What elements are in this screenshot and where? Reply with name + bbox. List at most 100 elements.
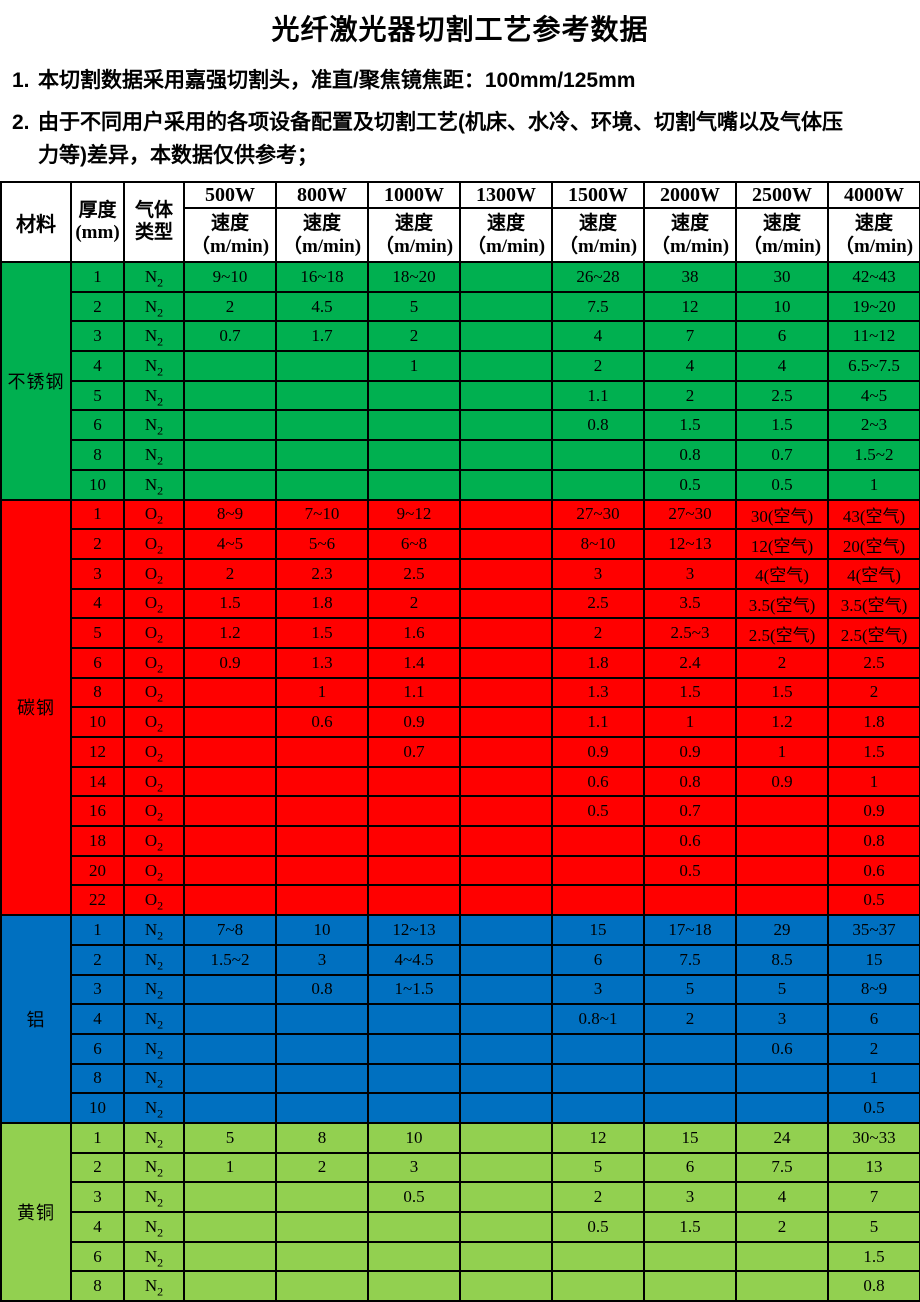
speed-value-cell: 4 xyxy=(643,350,737,382)
thickness-cell: 8 xyxy=(70,676,125,709)
speed-value-cell: 1.5 xyxy=(643,676,737,709)
speed-value-cell xyxy=(643,1062,737,1095)
speed-unit: （m/min) xyxy=(834,236,914,257)
speed-value-cell xyxy=(275,1003,369,1035)
gas-symbol: N xyxy=(144,919,158,939)
speed-value-cell: 10 xyxy=(367,1121,461,1154)
material-cell: 碳钢 xyxy=(0,498,72,917)
thickness-cell: 8 xyxy=(70,1062,125,1095)
speed-value-cell: 0.8 xyxy=(827,825,920,857)
speed-value-cell: 8~9 xyxy=(827,973,920,1006)
speed-value-cell xyxy=(275,379,369,412)
speed-label: 速度 xyxy=(578,213,617,234)
gas-subscript: 2 xyxy=(157,275,164,290)
speed-value-cell xyxy=(183,1270,277,1302)
speed-value-cell xyxy=(735,825,829,857)
header-row-speed: 速度 （m/min) 速度 （m/min) 速度 （m/min) 速度 （m/min) 速度 （m… xyxy=(1,207,920,263)
speed-value-cell: 12(空气) xyxy=(735,528,829,560)
thickness-cell: 4 xyxy=(70,1003,125,1035)
thickness-cell: 2 xyxy=(70,528,125,560)
power-header: 1000W xyxy=(367,181,461,209)
table-row: 3 O2 2 2.3 2.5 3 3 4(空气) 4(空气) xyxy=(1,557,920,590)
speed-value-cell: 1.6 xyxy=(367,617,461,649)
table-row: 10 N2 0.5 0.5 1 xyxy=(1,468,920,501)
speed-value-cell: 0.9 xyxy=(827,795,920,828)
speed-value-cell: 35~37 xyxy=(827,914,920,946)
speed-value-cell xyxy=(459,617,553,649)
gas-symbol: O xyxy=(144,860,158,880)
speed-value-cell xyxy=(275,350,369,382)
speed-value-cell: 0.9 xyxy=(643,736,737,768)
gas-type-header: 气体 类型 xyxy=(123,181,185,263)
speed-value-cell xyxy=(459,736,553,768)
speed-value-cell: 8.5 xyxy=(735,943,829,976)
speed-value-cell: 20(空气) xyxy=(827,528,920,560)
speed-value-cell xyxy=(459,468,553,501)
speed-value-cell: 7 xyxy=(827,1181,920,1213)
speed-value-cell: 2 xyxy=(275,1151,369,1184)
speed-value-cell: 27~30 xyxy=(643,498,737,531)
table-row: 4 N2 1 2 4 4 6.5~7.5 xyxy=(1,350,920,382)
speed-value-cell: 0.5 xyxy=(551,1211,645,1243)
speed-value-cell xyxy=(459,914,553,946)
thickness-cell: 3 xyxy=(70,557,125,590)
speed-label: 速度 xyxy=(854,213,893,234)
gas-symbol: N xyxy=(144,385,158,405)
speed-value-cell: 2 xyxy=(735,1211,829,1243)
speed-label: 速度 xyxy=(302,213,341,234)
speed-value-cell: 16~18 xyxy=(275,261,369,293)
gas-subscript: 2 xyxy=(157,572,164,587)
speed-value-cell xyxy=(367,825,461,857)
gas-symbol: N xyxy=(144,949,158,969)
gas-symbol: N xyxy=(144,1246,158,1266)
gas-symbol: O xyxy=(144,712,158,732)
speed-value-cell xyxy=(551,825,645,857)
speed-value-cell: 0.7 xyxy=(643,795,737,828)
speed-value-cell: 1.8 xyxy=(551,646,645,679)
speed-value-cell: 4 xyxy=(735,1181,829,1213)
speed-value-cell: 24 xyxy=(735,1121,829,1154)
table-row: 10 N2 0.5 xyxy=(1,1092,920,1124)
speed-value-cell: 0.8~1 xyxy=(551,1003,645,1035)
speed-value-cell: 4~5 xyxy=(827,379,920,412)
speed-value-cell: 7~8 xyxy=(183,914,277,946)
speed-value-cell xyxy=(459,290,553,323)
speed-value-cell: 1.2 xyxy=(735,706,829,738)
speed-value-cell: 10 xyxy=(275,914,369,946)
speed-value-cell: 1.5 xyxy=(183,587,277,620)
thickness-cell: 10 xyxy=(70,1092,125,1124)
speed-value-cell xyxy=(735,795,829,828)
material-cell: 黄铜 xyxy=(0,1121,72,1302)
speed-label: 速度 xyxy=(486,213,525,234)
gas-symbol: N xyxy=(144,444,158,464)
table-row: 3 N2 0.5 2 3 4 7 xyxy=(1,1181,920,1213)
speed-value-cell xyxy=(459,943,553,976)
thickness-cell: 5 xyxy=(70,617,125,649)
table-row: 6 O2 0.9 1.3 1.4 1.8 2.4 2 2.5 xyxy=(1,646,920,679)
speed-value-cell xyxy=(275,468,369,501)
gas-subscript: 2 xyxy=(157,483,164,498)
speed-value-cell: 7~10 xyxy=(275,498,369,531)
gas-type-cell: O2 xyxy=(123,854,185,887)
speed-value-cell xyxy=(735,1270,829,1302)
gas-subscript: 2 xyxy=(157,334,164,349)
thickness-header: 厚度 (mm) xyxy=(70,181,125,263)
speed-value-cell: 3 xyxy=(643,1181,737,1213)
table-row: 8 N2 1 xyxy=(1,1062,920,1095)
thickness-cell: 1 xyxy=(70,1121,125,1154)
speed-value-cell: 0.5 xyxy=(367,1181,461,1213)
speed-value-cell: 0.5 xyxy=(735,468,829,501)
speed-value-cell: 0.6 xyxy=(827,854,920,887)
speed-value-cell: 1 xyxy=(275,676,369,709)
cutting-data-table: 材料 厚度 (mm) 气体 类型 500W 800W 1000W 1300W 1500W… xyxy=(0,181,920,1302)
speed-value-cell xyxy=(183,1003,277,1035)
speed-value-cell xyxy=(459,884,553,917)
power-header: 2000W xyxy=(643,181,737,209)
speed-value-cell: 0.9 xyxy=(183,646,277,679)
speed-value-cell: 0.8 xyxy=(827,1270,920,1302)
speed-value-cell xyxy=(275,409,369,442)
speed-value-cell xyxy=(459,587,553,620)
speed-value-cell: 15 xyxy=(827,943,920,976)
speed-value-cell xyxy=(551,1092,645,1124)
gas-type-cell: N2 xyxy=(123,943,185,976)
